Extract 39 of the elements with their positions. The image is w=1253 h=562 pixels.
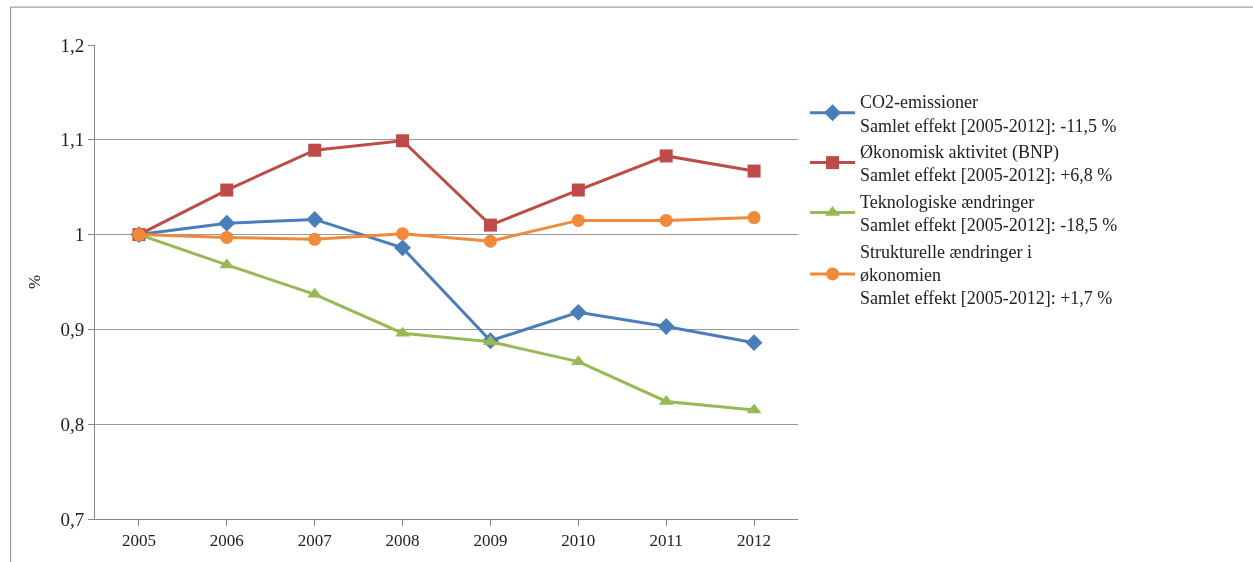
point <box>394 239 412 257</box>
x-tick-label: 2005 <box>121 531 156 551</box>
point <box>306 210 324 228</box>
legend-label: Økonomisk aktivitet (BNP) Samlet effekt [2005-2012]: +6,8 % <box>860 141 1113 186</box>
point <box>396 134 410 148</box>
y-tick-label: 1,2 <box>60 34 85 56</box>
point <box>308 143 322 157</box>
y-tick-label: 0,7 <box>60 508 85 530</box>
point <box>571 213 585 227</box>
point <box>218 214 236 232</box>
legend-label: Strukturelle ændringer i økonomien Samlet effekt [2005-2012]: +1,7 % <box>860 241 1113 309</box>
y-axis-title: % <box>25 274 44 290</box>
x-tick-label: 2010 <box>561 531 596 551</box>
legend-label: Teknologiske ændringer Samlet effekt [2005-2012]: -18,5 % <box>860 191 1118 236</box>
point <box>657 318 675 336</box>
x-tick-label: 2012 <box>737 531 772 551</box>
y-tick-label: 1 <box>74 224 85 246</box>
point <box>483 218 497 232</box>
point <box>745 334 763 352</box>
legend-label: CO2-emissioner Samlet effekt [2005-2012]: -11,5 % <box>860 92 1117 136</box>
point <box>483 234 497 248</box>
point <box>747 164 761 178</box>
point <box>220 230 234 244</box>
point <box>396 227 410 241</box>
y-tick-label: 0,9 <box>60 319 85 341</box>
x-tick-label: 2007 <box>297 531 333 551</box>
x-tick-label: 2008 <box>385 531 420 551</box>
x-tick-label: 2011 <box>649 531 683 551</box>
point <box>659 149 673 163</box>
point <box>220 183 234 197</box>
point <box>571 183 585 197</box>
point <box>747 211 761 225</box>
point <box>659 213 673 227</box>
x-tick-label: 2006 <box>209 531 244 551</box>
y-tick-label: 1,1 <box>60 129 85 151</box>
point <box>569 303 587 321</box>
x-tick-label: 2009 <box>473 531 508 551</box>
y-tick-label: 0,8 <box>60 413 85 435</box>
point <box>308 232 322 246</box>
